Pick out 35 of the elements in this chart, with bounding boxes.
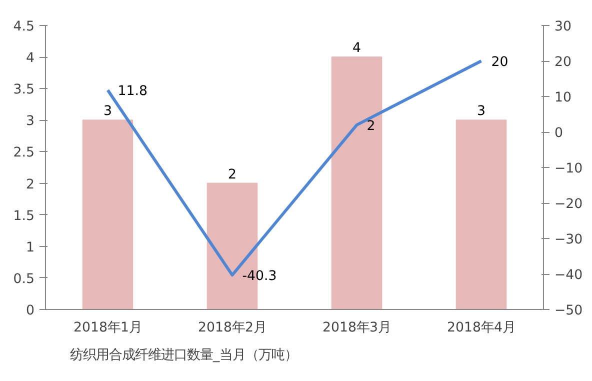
y-tick-label: 4.5: [13, 20, 35, 34]
y-tick-label: 0.5: [13, 272, 35, 287]
x-tick-label: 2018年1月: [74, 320, 142, 336]
data-label: 2: [366, 118, 376, 134]
y2-tick-label: 0: [554, 126, 563, 141]
y2-tick-label: 30: [554, 20, 572, 34]
x-tick-label: 2018年2月: [198, 320, 266, 336]
x-tick-label: 2018年3月: [322, 320, 391, 336]
y2-tick-label: 10: [554, 90, 572, 106]
y-tick-label: 2: [26, 177, 35, 192]
y-tick-label: 1.5: [13, 208, 35, 224]
data-label: 3: [104, 104, 112, 120]
data-label: -40.3: [242, 269, 277, 284]
y-tick-label: 3: [26, 114, 35, 130]
x-tick-label: 2018年4月: [447, 320, 516, 336]
y2-tick-label: −10: [554, 162, 583, 176]
data-label: 2: [228, 167, 236, 182]
y-tick-label: 4: [26, 51, 35, 66]
y2-tick-label: −30: [554, 232, 583, 248]
y-tick-label: 1: [26, 240, 35, 256]
y-tick-label: 3.5: [13, 82, 35, 98]
data-label: 20: [491, 55, 508, 70]
data-label: 11.8: [118, 84, 148, 100]
y2-tick-label: 20: [554, 55, 572, 70]
y-tick-label: 2.5: [13, 146, 35, 161]
bar: [331, 56, 382, 310]
y2-tick-label: −50: [554, 304, 583, 318]
bar: [82, 120, 134, 310]
bar: [456, 120, 507, 310]
y-tick-label: 0: [26, 304, 35, 318]
text: 纺织用合成纤维进口数量_当月（万吨）: [70, 346, 298, 364]
y2-tick-label: −40: [554, 268, 583, 283]
data-label: 3: [477, 104, 486, 120]
y2-tick-label: −20: [554, 197, 583, 212]
data-label: 4: [352, 41, 361, 56]
